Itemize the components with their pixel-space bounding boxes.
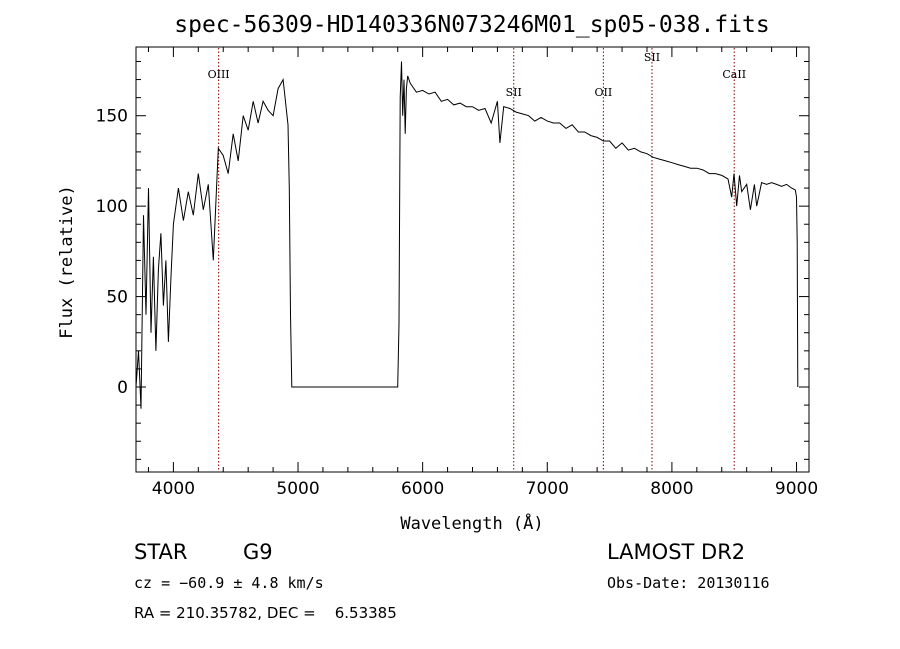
spectral-subclass: G9 [243,540,273,564]
spectrum-line [135,61,799,409]
y-tick-label: 0 [117,378,128,398]
x-tick-label: 9000 [775,479,818,499]
redshift-cz: cz = −60.9 ± 4.8 km/s [134,574,324,592]
spectral-line-markers: OIII SII OII SII CaII [208,48,746,471]
ra-dec: RA = 210.35782, DEC = 6.53385 [134,604,397,622]
x-tick-label: 5000 [276,479,319,499]
line-marker-label: SII [506,86,522,99]
line-marker-label: OII [595,86,613,99]
chart-title: spec-56309-HD140336N073246M01_sp05-038.f… [174,12,769,38]
y-tick-label: 150 [96,107,128,127]
x-tick-label: 4000 [152,479,195,499]
y-tick-label: 50 [106,288,128,308]
line-marker-label: OIII [208,68,230,81]
survey-name: LAMOST DR2 [607,540,745,564]
line-marker-label: CaII [722,68,746,81]
object-type: STAR [134,540,187,564]
y-axis-label: Flux (relative) [57,185,77,339]
y-tick-labels: 0 50 100 150 [96,107,128,398]
x-axis-label: Wavelength (Å) [400,512,543,534]
axis-ticks [136,47,809,472]
line-marker-label: SII [644,51,660,64]
observation-date: Obs-Date: 20130116 [607,574,770,592]
y-tick-label: 100 [96,197,128,217]
plot-frame [135,46,810,473]
x-tick-labels: 4000 5000 6000 7000 8000 9000 [152,479,818,499]
x-tick-label: 8000 [650,479,693,499]
x-tick-label: 6000 [401,479,444,499]
x-tick-label: 7000 [526,479,569,499]
